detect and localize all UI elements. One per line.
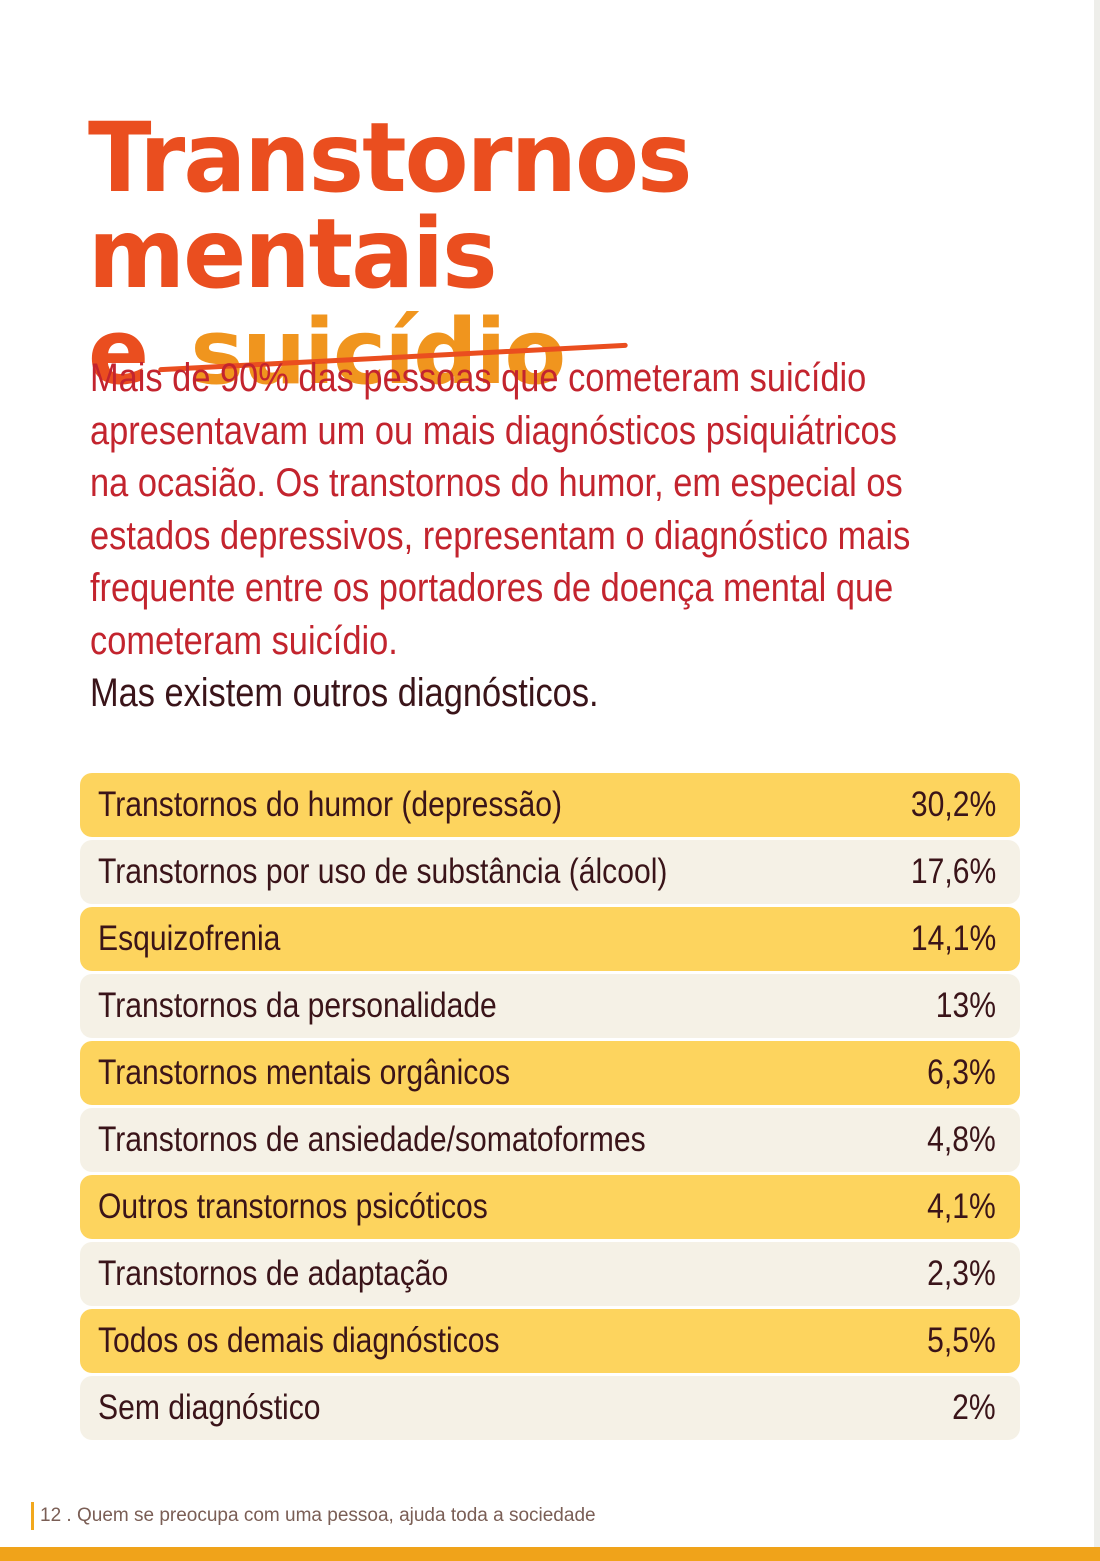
page-footer: 12 . Quem se preocupa com uma pessoa, aj… <box>31 1502 596 1530</box>
diagnosis-label: Outros transtornos psicóticos <box>98 1187 488 1226</box>
diagnosis-percentage: 4,1% <box>927 1187 996 1226</box>
footer-bar <box>0 1547 1100 1561</box>
diagnosis-percentage: 6,3% <box>927 1053 996 1092</box>
diagnosis-percentage: 13% <box>935 986 996 1025</box>
diagnosis-percentage: 14,1% <box>910 919 996 958</box>
diagnosis-table: Transtornos do humor (depressão) 30,2% Tra… <box>80 773 1020 1443</box>
page-title: Transtornos mentais e suicídio <box>88 110 1100 398</box>
diagnosis-percentage: 17,6% <box>910 852 996 891</box>
table-row: Sem diagnóstico 2% <box>80 1376 1020 1440</box>
diagnosis-label: Transtornos do humor (depressão) <box>98 785 562 824</box>
table-row: Transtornos do humor (depressão) 30,2% <box>80 773 1020 837</box>
table-row: Outros transtornos psicóticos 4,1% <box>80 1175 1020 1239</box>
diagnosis-label: Transtornos por uso de substância (álcoo… <box>98 852 668 891</box>
intro-paragraph: Mais de 90% das pessoas que cometeram su… <box>90 356 911 663</box>
diagnosis-label: Transtornos de adaptação <box>98 1254 449 1293</box>
table-row: Transtornos mentais orgânicos 6,3% <box>80 1041 1020 1105</box>
table-row: Transtornos da personalidade 13% <box>80 974 1020 1038</box>
diagnosis-label: Transtornos de ansiedade/somatoformes <box>98 1120 646 1159</box>
title-line-1: Transtornos mentais <box>88 102 692 310</box>
table-row: Todos os demais diagnósticos 5,5% <box>80 1309 1020 1373</box>
table-row: Transtornos por uso de substância (álcoo… <box>80 840 1020 904</box>
diagnosis-label: Todos os demais diagnósticos <box>98 1321 500 1360</box>
diagnosis-percentage: 5,5% <box>927 1321 996 1360</box>
diagnosis-percentage: 30,2% <box>910 785 996 824</box>
intro-closing: Mas existem outros diagnósticos. <box>90 671 599 715</box>
diagnosis-label: Esquizofrenia <box>98 919 281 958</box>
title-line-2: e suicídio <box>88 308 1100 398</box>
page-edge <box>1094 0 1100 1561</box>
diagnosis-percentage: 2,3% <box>927 1254 996 1293</box>
diagnosis-label: Sem diagnóstico <box>98 1388 321 1427</box>
diagnosis-label: Transtornos da personalidade <box>98 986 497 1025</box>
table-row: Transtornos de ansiedade/somatoformes 4,8… <box>80 1108 1020 1172</box>
title-struck-word: suicídio <box>158 308 629 398</box>
diagnosis-percentage: 4,8% <box>927 1120 996 1159</box>
table-row: Esquizofrenia 14,1% <box>80 907 1020 971</box>
diagnosis-percentage: 2% <box>952 1388 996 1427</box>
diagnosis-label: Transtornos mentais orgânicos <box>98 1053 511 1092</box>
title-prefix: e <box>88 300 149 405</box>
table-row: Transtornos de adaptação 2,3% <box>80 1242 1020 1306</box>
